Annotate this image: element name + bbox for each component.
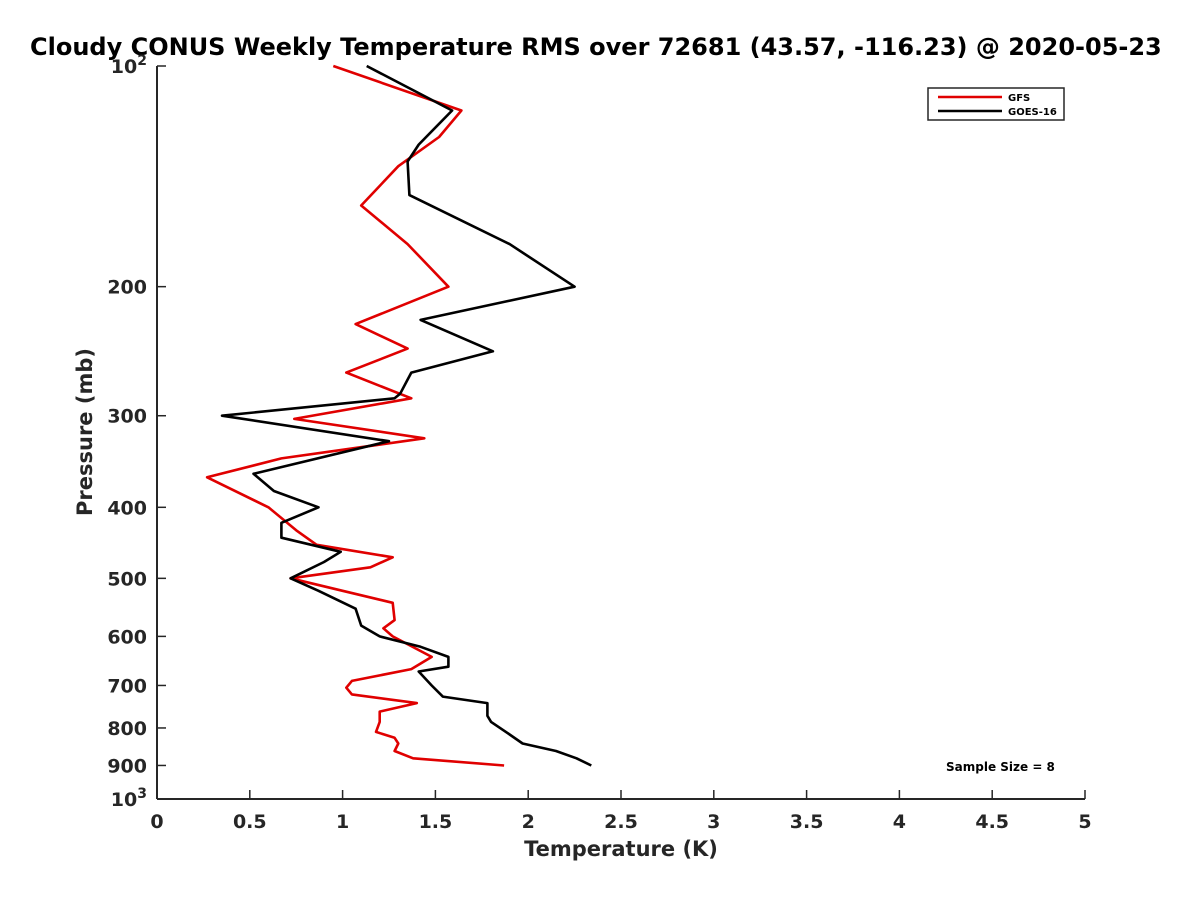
legend-box	[927, 87, 1065, 121]
legend-items: GFS GOES-16	[938, 93, 1057, 118]
y-tick-label: 700	[107, 675, 147, 697]
x-tick-label: 5	[1078, 811, 1091, 833]
y-tick-label: 300	[107, 406, 147, 428]
y-tick-label: 500	[107, 568, 147, 590]
y-tick-label: 400	[107, 497, 147, 519]
legend-label-goes-16: GOES-16	[1008, 107, 1057, 118]
x-tick-label: 4.5	[975, 811, 1009, 833]
legend: GFS GOES-16	[927, 87, 1065, 121]
x-tick-label: 2.5	[604, 811, 638, 833]
y-tick-label: 800	[107, 718, 147, 740]
y-axis-label: Pressure (mb)	[73, 348, 97, 516]
x-axis-label: Temperature (K)	[524, 837, 718, 861]
x-tick-label: 3.5	[790, 811, 824, 833]
y-tick-label: 103	[111, 786, 147, 811]
x-tick-label: 0.5	[233, 811, 267, 833]
x-tick-label: 2	[522, 811, 535, 833]
y-tick-label: 600	[107, 626, 147, 648]
chart-title: Cloudy CONUS Weekly Temperature RMS over…	[30, 33, 1162, 61]
goes-16-series-line	[220, 64, 592, 767]
x-tick-label: 4	[893, 811, 906, 833]
y-tick-label: 102	[111, 53, 147, 78]
y-tick-base: 10	[111, 56, 137, 78]
legend-label-gfs: GFS	[1008, 93, 1030, 104]
x-tick-label: 1.5	[419, 811, 453, 833]
series-lines	[205, 64, 592, 767]
x-ticks: 0 0.5 1 1.5 2 2.5 3 3.5 4 4.5 5	[150, 790, 1092, 833]
axes	[156, 66, 1085, 800]
y-tick-exponent: 3	[137, 786, 147, 802]
x-tick-label: 3	[707, 811, 720, 833]
gfs-series-line	[205, 64, 505, 767]
y-tick-exponent: 2	[137, 53, 147, 69]
y-tick-label: 900	[107, 755, 147, 777]
x-tick-label: 0	[150, 811, 163, 833]
y-tick-base: 10	[111, 789, 137, 811]
y-tick-label: 200	[107, 277, 147, 299]
x-tick-label: 1	[336, 811, 349, 833]
sample-size-annotation: Sample Size = 8	[946, 760, 1055, 774]
